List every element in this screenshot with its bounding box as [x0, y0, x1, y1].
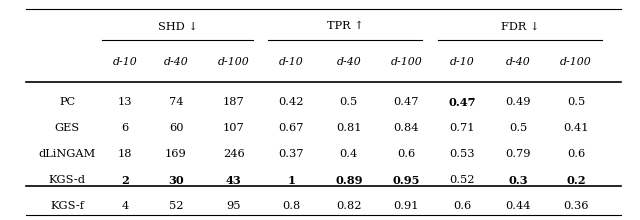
Text: d-100: d-100 — [390, 57, 422, 67]
Text: 0.95: 0.95 — [393, 175, 420, 186]
Text: 74: 74 — [169, 97, 183, 107]
Text: 0.82: 0.82 — [336, 201, 362, 211]
Text: 0.6: 0.6 — [567, 149, 585, 159]
Text: 107: 107 — [223, 123, 244, 133]
Text: 187: 187 — [223, 97, 244, 107]
Text: d-40: d-40 — [506, 57, 531, 67]
Text: 0.84: 0.84 — [394, 123, 419, 133]
Text: 0.6: 0.6 — [453, 201, 471, 211]
Text: 0.5: 0.5 — [340, 97, 358, 107]
Text: 0.67: 0.67 — [278, 123, 304, 133]
Text: 0.4: 0.4 — [340, 149, 358, 159]
Text: 0.47: 0.47 — [449, 97, 476, 108]
Text: 95: 95 — [227, 201, 241, 211]
Text: 0.37: 0.37 — [278, 149, 304, 159]
Text: 0.5: 0.5 — [567, 97, 585, 107]
Text: 0.6: 0.6 — [397, 149, 415, 159]
Text: d-100: d-100 — [218, 57, 250, 67]
Text: 0.79: 0.79 — [506, 149, 531, 159]
Text: 18: 18 — [118, 149, 132, 159]
Text: 0.5: 0.5 — [509, 123, 527, 133]
Text: KGS-f: KGS-f — [50, 201, 84, 211]
Text: 0.91: 0.91 — [394, 201, 419, 211]
Text: 0.53: 0.53 — [449, 149, 475, 159]
Text: 1: 1 — [287, 175, 295, 186]
Text: 6: 6 — [121, 123, 129, 133]
Text: 0.8: 0.8 — [282, 201, 300, 211]
Text: d-40: d-40 — [337, 57, 361, 67]
Text: d-100: d-100 — [560, 57, 592, 67]
Text: 52: 52 — [169, 201, 183, 211]
Text: 0.47: 0.47 — [394, 97, 419, 107]
Text: 0.89: 0.89 — [335, 175, 362, 186]
Text: 43: 43 — [226, 175, 241, 186]
Text: 169: 169 — [165, 149, 187, 159]
Text: d-10: d-10 — [113, 57, 137, 67]
Text: GES: GES — [54, 123, 80, 133]
Text: TPR ↑: TPR ↑ — [326, 21, 364, 31]
Text: 246: 246 — [223, 149, 244, 159]
Text: FDR ↓: FDR ↓ — [500, 21, 540, 31]
Text: 60: 60 — [169, 123, 183, 133]
Text: 4: 4 — [121, 201, 129, 211]
Text: PC: PC — [59, 97, 76, 107]
Text: d-40: d-40 — [164, 57, 188, 67]
Text: 30: 30 — [168, 175, 184, 186]
Text: KGS-d: KGS-d — [49, 175, 86, 185]
Text: d-10: d-10 — [450, 57, 474, 67]
Text: d-10: d-10 — [279, 57, 303, 67]
Text: 0.42: 0.42 — [278, 97, 304, 107]
Text: dLiNGAM: dLiNGAM — [38, 149, 96, 159]
Text: 0.44: 0.44 — [506, 201, 531, 211]
Text: 0.3: 0.3 — [509, 175, 528, 186]
Text: 0.41: 0.41 — [563, 123, 589, 133]
Text: SHD ↓: SHD ↓ — [157, 21, 198, 31]
Text: 2: 2 — [121, 175, 129, 186]
Text: 0.71: 0.71 — [449, 123, 475, 133]
Text: 0.52: 0.52 — [449, 175, 475, 185]
Text: 0.81: 0.81 — [336, 123, 362, 133]
Text: 0.2: 0.2 — [566, 175, 586, 186]
Text: 13: 13 — [118, 97, 132, 107]
Text: 0.49: 0.49 — [506, 97, 531, 107]
Text: 0.36: 0.36 — [563, 201, 589, 211]
